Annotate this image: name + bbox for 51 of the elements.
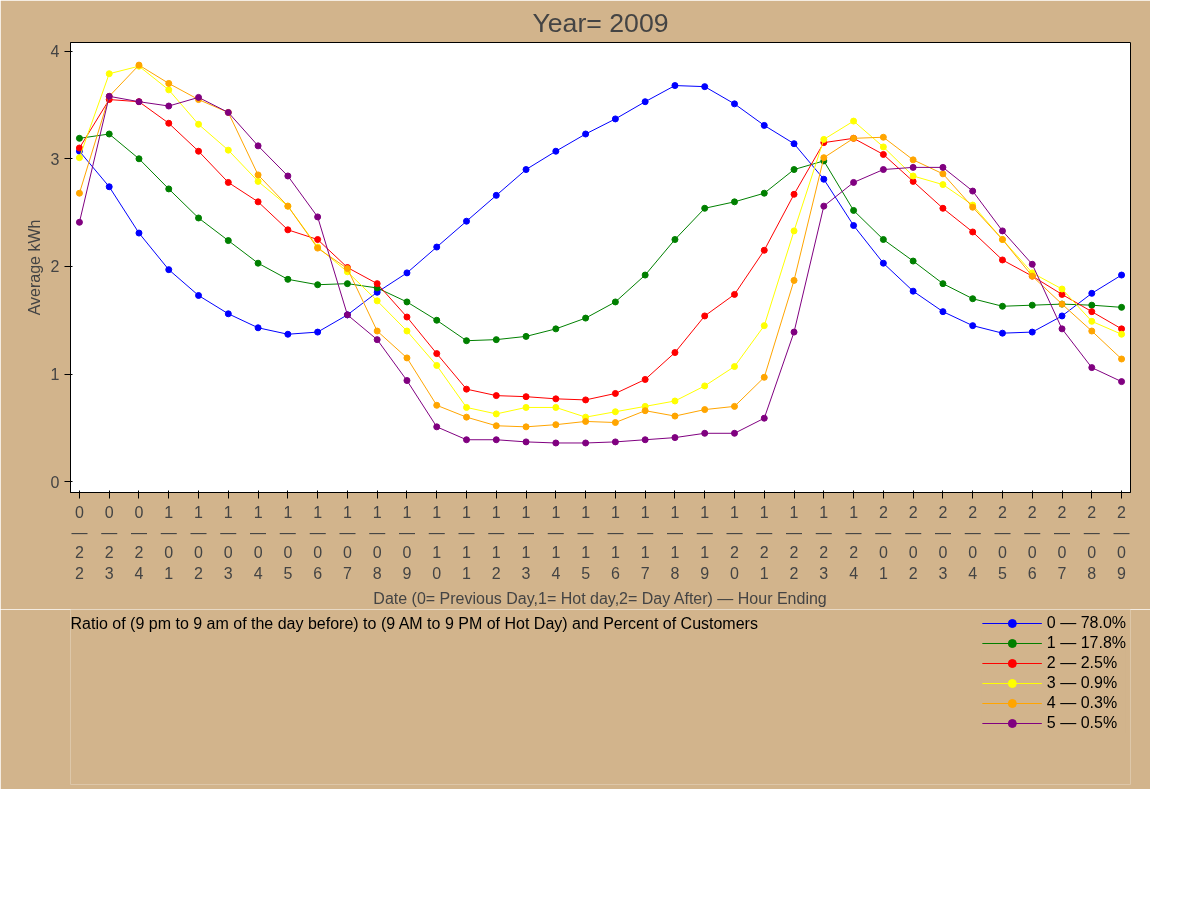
x-tick-label: 1 — 0 5 xyxy=(279,503,296,582)
x-tick-label: 2 — 0 9 xyxy=(1113,503,1130,582)
y-tick-label: 2 xyxy=(50,258,60,276)
x-tick-label: 1 — 0 9 xyxy=(398,503,415,582)
x-tick-label: 2 — 0 7 xyxy=(1054,503,1071,582)
x-tick-label: 1 — 0 7 xyxy=(339,503,356,582)
x-tick-label: 1 — 1 9 xyxy=(696,503,713,582)
x-tick-label: 2 — 0 2 xyxy=(905,503,922,582)
x-tick-label: 0 — 2 2 xyxy=(71,503,88,582)
x-tick-label: 1 — 2 1 xyxy=(756,503,773,582)
x-tick-label: 1 — 0 1 xyxy=(160,503,177,582)
x-tick-label: 1 — 1 0 xyxy=(428,503,445,582)
x-tick-label: 1 — 1 1 xyxy=(458,503,475,582)
x-tick-label: 1 — 0 2 xyxy=(190,503,207,582)
x-axis-title: Date (0= Previous Day,1= Hot day,2= Day After) — Hour Ending xyxy=(373,589,827,607)
x-tick-label: 1 — 2 0 xyxy=(726,503,743,582)
x-tick-label: 1 — 0 6 xyxy=(309,503,326,582)
x-tick-label: 2 — 0 3 xyxy=(934,503,951,582)
x-tick-label: 2 — 0 4 xyxy=(964,503,981,582)
x-tick-label: 2 — 0 8 xyxy=(1083,503,1100,582)
x-tick-label: 1 — 1 2 xyxy=(488,503,505,582)
x-tick-label: 2 — 0 5 xyxy=(994,503,1011,582)
legend-label: 0 — 78.0% xyxy=(1046,613,1126,633)
x-tick-label: 1 — 0 8 xyxy=(369,503,386,582)
y-tick-label: 3 xyxy=(50,150,60,168)
y-axis-title: Average kWh xyxy=(25,219,43,316)
x-tick-label: 1 — 2 3 xyxy=(815,503,832,582)
x-tick-label: 0 — 2 3 xyxy=(101,503,118,582)
x-tick-label: 1 — 1 8 xyxy=(666,503,683,582)
legend-label: 3 — 0.9% xyxy=(1046,673,1118,693)
x-tick-label: 1 — 1 6 xyxy=(607,503,624,582)
x-tick-label: 1 — 1 3 xyxy=(518,503,535,582)
x-tick-label: 1 — 2 2 xyxy=(786,503,803,582)
x-tick-label: 1 — 0 3 xyxy=(220,503,237,582)
y-tick-label: 1 xyxy=(50,366,60,384)
x-tick-label: 1 — 1 7 xyxy=(637,503,654,582)
x-tick-label: 0 — 2 4 xyxy=(130,503,147,582)
y-tick-label: 0 xyxy=(50,473,60,491)
legend-label: 5 — 0.5% xyxy=(1046,713,1118,733)
x-tick-label: 2 — 0 6 xyxy=(1024,503,1041,582)
chart-title: Year= 2009 xyxy=(532,7,669,38)
x-tick-label: 1 — 1 4 xyxy=(547,503,564,582)
y-tick-label: 4 xyxy=(50,43,60,61)
x-tick-label: 2 — 0 1 xyxy=(875,503,892,582)
legend-label: 4 — 0.3% xyxy=(1046,693,1118,713)
legend-title: Ratio of (9 pm to 9 am of the day before) to (9 AM to 9 PM of Hot Day) and Percent of Customers xyxy=(70,614,758,632)
x-tick-label: 1 — 1 5 xyxy=(577,503,594,582)
legend-label: 1 — 17.8% xyxy=(1046,633,1126,653)
x-tick-label: 1 — 0 4 xyxy=(250,503,267,582)
legend-label: 2 — 2.5% xyxy=(1046,653,1118,673)
x-tick-label: 1 — 2 4 xyxy=(845,503,862,582)
